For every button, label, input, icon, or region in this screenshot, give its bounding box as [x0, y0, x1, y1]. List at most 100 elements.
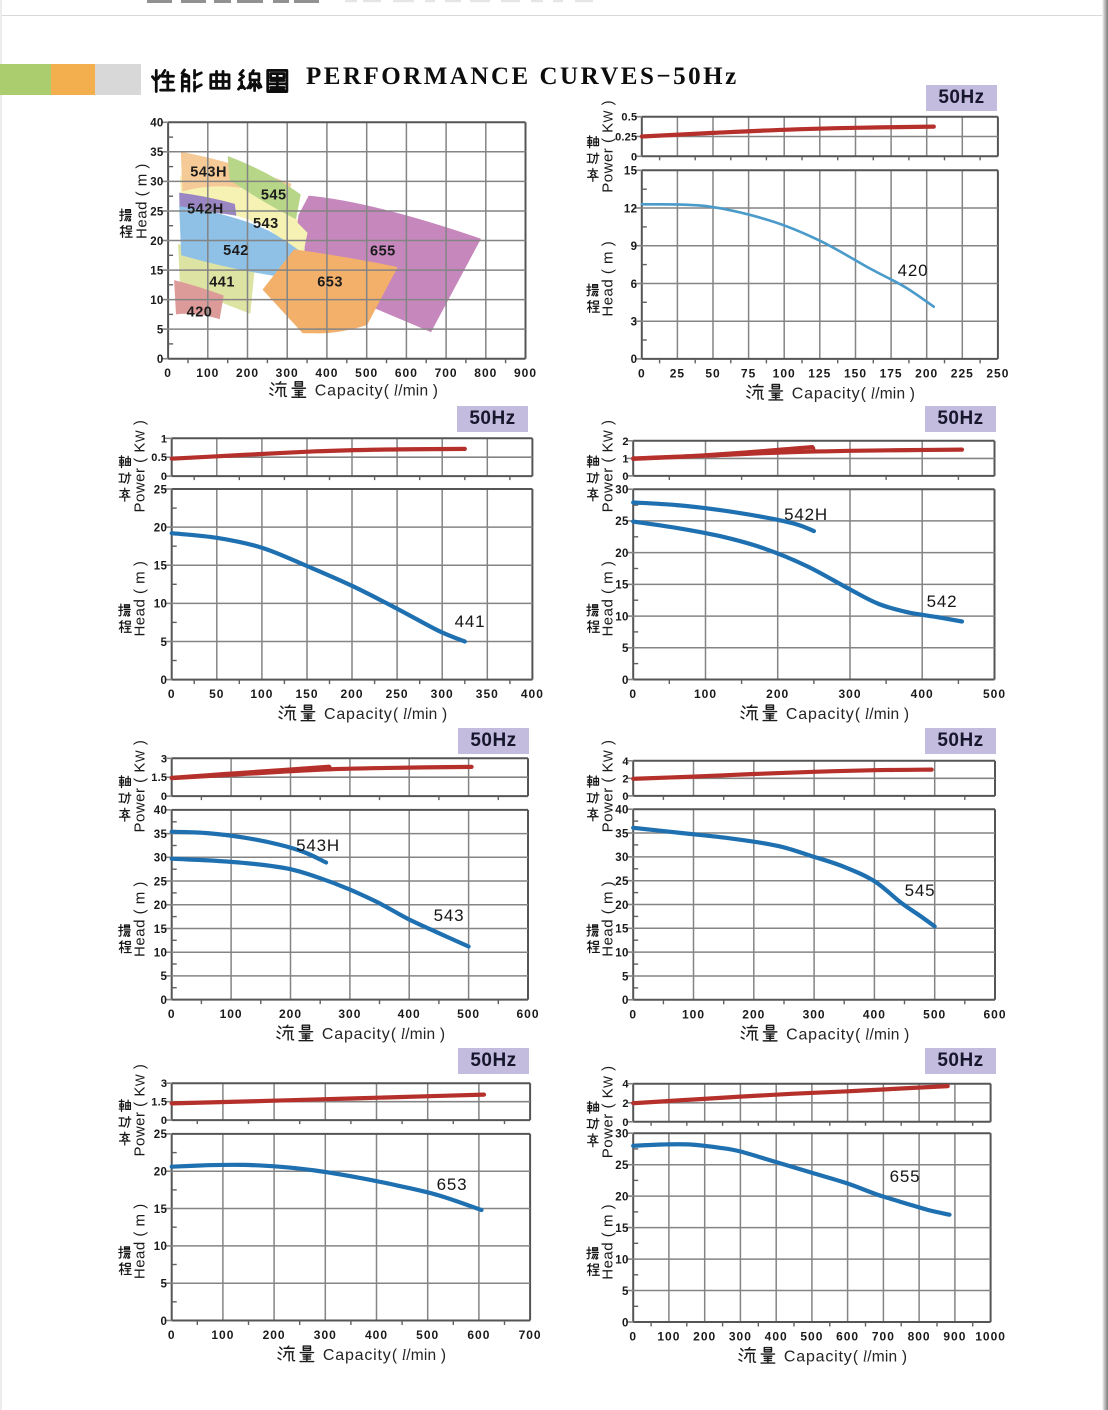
svg-text:900: 900: [514, 366, 537, 380]
svg-text:100: 100: [211, 1328, 234, 1342]
svg-text:30: 30: [615, 1129, 628, 1141]
svg-text:225: 225: [951, 366, 974, 380]
svg-text:0: 0: [631, 151, 637, 163]
svg-text:0: 0: [160, 675, 167, 687]
svg-text:4: 4: [622, 1079, 629, 1091]
svg-text:15: 15: [624, 166, 638, 178]
svg-text:0: 0: [638, 366, 646, 380]
svg-text:200: 200: [742, 1007, 765, 1021]
svg-text:( l/min ): ( l/min ): [853, 1349, 907, 1366]
svg-text:25: 25: [154, 876, 168, 888]
svg-text:25: 25: [154, 1129, 168, 1141]
svg-text:3: 3: [161, 1078, 167, 1090]
svg-text:75: 75: [741, 366, 756, 380]
svg-text:35: 35: [150, 147, 164, 159]
svg-text:10: 10: [615, 1254, 628, 1266]
svg-text:30: 30: [615, 485, 628, 497]
svg-text:30: 30: [615, 852, 628, 864]
svg-text:0: 0: [631, 354, 638, 366]
svg-text:655: 655: [370, 244, 396, 260]
svg-text:25: 25: [670, 366, 685, 380]
svg-text:5: 5: [622, 643, 629, 655]
svg-text:Capacity: Capacity: [323, 1347, 392, 1364]
svg-text:100: 100: [250, 687, 273, 701]
svg-text:400: 400: [911, 687, 934, 701]
svg-text:15: 15: [154, 924, 168, 936]
svg-text:500: 500: [355, 366, 378, 380]
svg-text:100: 100: [220, 1007, 243, 1021]
svg-text:300: 300: [729, 1330, 752, 1344]
svg-text:400: 400: [765, 1330, 788, 1344]
svg-text:900: 900: [943, 1330, 966, 1344]
svg-text:500: 500: [416, 1328, 439, 1342]
svg-text:300: 300: [431, 687, 454, 701]
svg-text:200: 200: [263, 1328, 286, 1342]
svg-text:543: 543: [253, 216, 279, 232]
svg-text:Capacity: Capacity: [784, 1349, 853, 1366]
svg-text:15: 15: [150, 265, 164, 277]
svg-text:35: 35: [615, 828, 629, 840]
svg-text:Power ( KW ): Power ( KW ): [132, 420, 149, 513]
svg-text:500: 500: [923, 1007, 946, 1021]
svg-text:0: 0: [629, 1007, 637, 1021]
svg-text:Power ( KW ): Power ( KW ): [600, 419, 617, 512]
svg-text:200: 200: [340, 687, 363, 701]
svg-text:Head ( m ): Head ( m ): [132, 881, 149, 957]
svg-text:600: 600: [836, 1330, 859, 1344]
svg-text:0: 0: [161, 471, 167, 483]
svg-text:Power ( KW ): Power ( KW ): [600, 1065, 617, 1158]
svg-text:543H: 543H: [190, 164, 227, 180]
svg-text:4: 4: [622, 756, 629, 768]
svg-text:Power ( KW ): Power ( KW ): [600, 100, 617, 193]
svg-text:420: 420: [898, 261, 929, 280]
svg-text:0: 0: [622, 675, 629, 687]
svg-text:542H: 542H: [784, 505, 828, 524]
svg-text:1: 1: [161, 433, 167, 445]
svg-text:0: 0: [157, 354, 164, 366]
svg-text:300: 300: [276, 366, 299, 380]
svg-text:800: 800: [474, 366, 497, 380]
svg-text:20: 20: [150, 236, 163, 248]
svg-text:0: 0: [168, 687, 176, 701]
svg-text:12: 12: [624, 203, 637, 215]
svg-text:Capacity: Capacity: [315, 383, 384, 400]
svg-text:( l/min ): ( l/min ): [393, 706, 447, 723]
svg-text:Capacity: Capacity: [792, 385, 861, 402]
svg-text:50: 50: [705, 366, 720, 380]
svg-text:1.5: 1.5: [151, 772, 167, 784]
svg-text:5: 5: [157, 324, 164, 336]
svg-text:30: 30: [154, 853, 167, 865]
svg-text:6: 6: [631, 279, 638, 291]
svg-text:175: 175: [880, 366, 903, 380]
svg-text:25: 25: [615, 1160, 629, 1172]
svg-text:40: 40: [154, 805, 167, 817]
svg-text:200: 200: [236, 366, 259, 380]
svg-text:2: 2: [622, 1098, 628, 1110]
svg-text:10: 10: [615, 947, 628, 959]
svg-text:35: 35: [154, 829, 168, 841]
svg-text:400: 400: [365, 1328, 388, 1342]
svg-text:0: 0: [622, 995, 629, 1007]
svg-text:2: 2: [622, 773, 628, 785]
svg-text:( l/min ): ( l/min ): [855, 1026, 909, 1043]
svg-text:150: 150: [844, 366, 867, 380]
svg-text:0: 0: [168, 1328, 176, 1342]
svg-text:20: 20: [154, 900, 167, 912]
svg-text:0: 0: [160, 995, 167, 1007]
svg-text:400: 400: [315, 366, 338, 380]
svg-text:500: 500: [457, 1007, 480, 1021]
svg-text:0.5: 0.5: [151, 452, 167, 464]
svg-text:0.5: 0.5: [621, 112, 637, 124]
svg-text:250: 250: [386, 687, 409, 701]
svg-text:441: 441: [455, 612, 486, 631]
svg-text:250: 250: [986, 366, 1009, 380]
svg-text:300: 300: [803, 1007, 826, 1021]
svg-text:10: 10: [150, 295, 163, 307]
svg-text:200: 200: [693, 1330, 716, 1344]
svg-text:9: 9: [631, 241, 638, 253]
svg-text:15: 15: [615, 1223, 629, 1235]
svg-text:20: 20: [615, 900, 628, 912]
svg-text:2: 2: [622, 436, 628, 448]
svg-text:400: 400: [863, 1007, 886, 1021]
svg-text:20: 20: [154, 1167, 167, 1179]
